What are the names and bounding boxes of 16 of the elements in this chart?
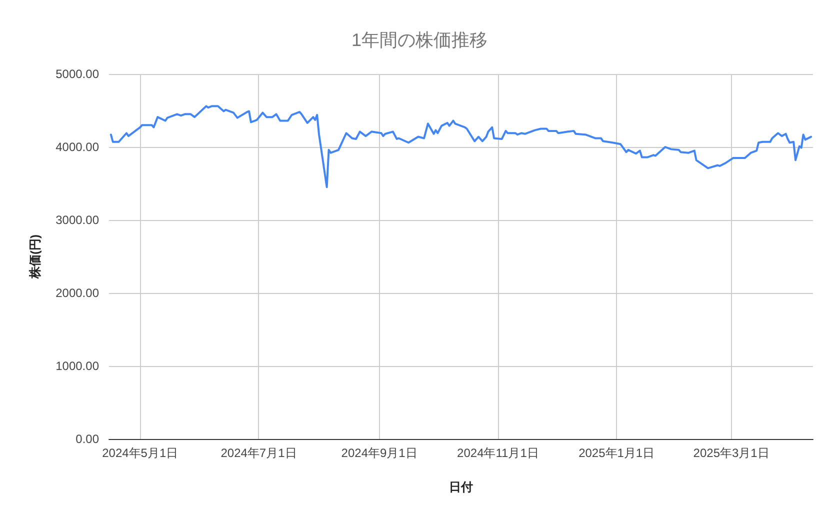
y-tick-label: 2000.00 [56, 286, 100, 300]
x-tick-label: 2025年3月1日 [693, 446, 770, 460]
line-series [110, 105, 812, 188]
x-tick-label: 2024年5月1日 [102, 446, 178, 460]
chart-title: 1年間の株価推移 [351, 30, 488, 50]
y-tick-label: 0.00 [76, 432, 100, 446]
y-tick-label: 4000.00 [56, 140, 100, 154]
x-tick-label: 2024年7月1日 [220, 446, 297, 460]
x-tick-label: 2024年9月1日 [341, 446, 418, 460]
y-axis-title: 株価(円) [28, 234, 42, 280]
y-tick-label: 5000.00 [56, 67, 100, 81]
y-tick-label: 3000.00 [56, 213, 100, 227]
x-tick-label: 2025年1月1日 [578, 446, 655, 460]
x-tick-label: 2024年11月1日 [457, 446, 539, 460]
y-tick-label: 1000.00 [56, 359, 100, 373]
x-axis-title: 日付 [449, 480, 473, 494]
